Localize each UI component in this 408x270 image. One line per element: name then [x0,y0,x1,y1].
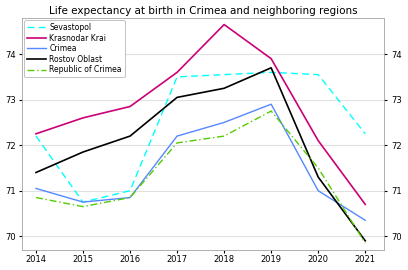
Crimea [316,189,321,192]
Crimea [269,103,274,106]
Crimea [80,200,85,204]
Crimea [175,134,180,138]
Krasnodar Krai [363,203,368,206]
Rostov Oblast [33,171,38,174]
Krasnodar Krai [128,105,133,108]
Rostov Oblast [269,66,274,69]
Rostov Oblast [222,87,226,90]
Line: Sevastopol: Sevastopol [36,72,365,202]
Title: Life expectancy at birth in Crimea and neighboring regions: Life expectancy at birth in Crimea and n… [49,6,357,16]
Legend: Sevastopol, Krasnodar Krai, Crimea, Rostov Oblast, Republic of Crimea: Sevastopol, Krasnodar Krai, Crimea, Rost… [24,20,125,77]
Rostov Oblast [363,239,368,242]
Rostov Oblast [80,150,85,154]
Line: Crimea: Crimea [36,104,365,220]
Krasnodar Krai [316,139,321,142]
Sevastopol [363,132,368,136]
Republic of Crimea [175,141,180,144]
Sevastopol [175,75,180,79]
Sevastopol [222,73,226,76]
Krasnodar Krai [222,23,226,26]
Krasnodar Krai [33,132,38,136]
Crimea [33,187,38,190]
Republic of Crimea [33,196,38,199]
Krasnodar Krai [269,57,274,60]
Crimea [363,219,368,222]
Republic of Crimea [269,109,274,113]
Sevastopol [316,73,321,76]
Rostov Oblast [316,176,321,179]
Republic of Crimea [222,134,226,138]
Republic of Crimea [128,196,133,199]
Sevastopol [128,189,133,192]
Line: Republic of Crimea: Republic of Crimea [36,111,365,243]
Sevastopol [269,71,274,74]
Crimea [222,121,226,124]
Krasnodar Krai [175,71,180,74]
Republic of Crimea [80,205,85,208]
Sevastopol [80,200,85,204]
Republic of Crimea [316,166,321,170]
Line: Rostov Oblast: Rostov Oblast [36,68,365,241]
Rostov Oblast [175,96,180,99]
Crimea [128,196,133,199]
Rostov Oblast [128,134,133,138]
Krasnodar Krai [80,116,85,120]
Line: Krasnodar Krai: Krasnodar Krai [36,25,365,204]
Sevastopol [33,134,38,138]
Republic of Crimea [363,241,368,245]
